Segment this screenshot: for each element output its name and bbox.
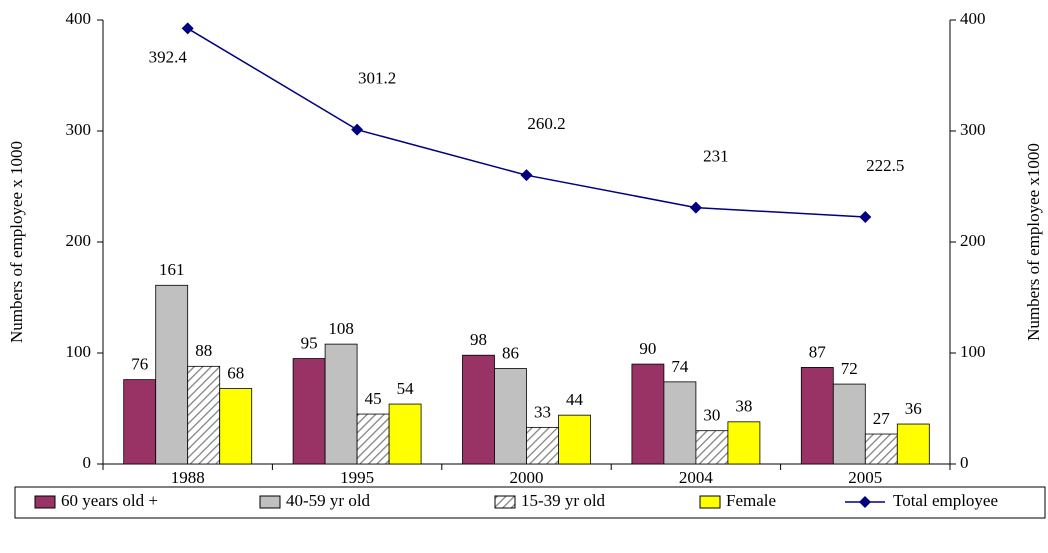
- line-marker: [351, 123, 364, 136]
- data-label: 95: [301, 333, 318, 352]
- data-label: 301.2: [358, 69, 396, 88]
- legend-box: [14, 486, 1046, 519]
- x-tick-label: 2000: [510, 468, 544, 487]
- x-tick-label: 1988: [171, 468, 205, 487]
- bar: [663, 381, 697, 465]
- data-label: 90: [639, 339, 656, 358]
- x-tick-label: 2005: [848, 468, 882, 487]
- data-label: 45: [365, 389, 382, 408]
- legend-label: Total employee: [893, 491, 998, 510]
- data-label: 27: [873, 409, 891, 428]
- line-marker: [859, 211, 872, 224]
- data-label: 68: [227, 363, 244, 382]
- bar: [123, 379, 157, 465]
- bar: [155, 284, 189, 465]
- bar: [864, 433, 898, 465]
- data-label: 392.4: [149, 47, 188, 66]
- y2-tick-label: 100: [960, 342, 986, 361]
- legend-swatch: [859, 496, 871, 508]
- bar: [896, 423, 930, 465]
- data-label: 222.5: [866, 156, 904, 175]
- y2-axis-label: Numbers of employee x1000: [1024, 143, 1043, 341]
- data-label: 88: [195, 341, 212, 360]
- legend-swatch: [699, 495, 721, 509]
- bar: [558, 414, 591, 465]
- data-label: 87: [809, 342, 827, 361]
- y-tick-label: 100: [66, 342, 92, 361]
- bar: [462, 354, 495, 465]
- y2-tick-label: 200: [960, 231, 986, 250]
- y2-tick-label: 0: [960, 453, 969, 472]
- line-marker: [520, 169, 533, 182]
- bar: [800, 367, 834, 465]
- legend-label: 15-39 yr old: [521, 491, 606, 510]
- bar: [388, 403, 422, 465]
- bar: [356, 413, 390, 465]
- data-label: 76: [131, 355, 148, 374]
- data-label: 30: [703, 406, 720, 425]
- bar: [292, 358, 326, 465]
- data-label: 231: [703, 146, 729, 165]
- bar: [494, 368, 527, 465]
- legend-label: Female: [726, 491, 776, 510]
- bar: [695, 430, 729, 465]
- y2-tick-label: 300: [960, 120, 986, 139]
- y-axis-label: Numbers of employee x 1000: [7, 141, 26, 343]
- legend-swatch: [259, 495, 281, 509]
- y-tick-label: 300: [66, 120, 92, 139]
- data-label: 98: [470, 330, 487, 349]
- data-label: 161: [159, 260, 185, 279]
- data-label: 74: [671, 357, 689, 376]
- legend-swatch: [34, 495, 56, 509]
- legend-swatch: [494, 495, 516, 509]
- legend-label: 60 years old +: [61, 491, 158, 510]
- y-tick-label: 200: [66, 231, 92, 250]
- line-marker: [689, 201, 702, 214]
- data-label: 38: [735, 397, 752, 416]
- data-label: 54: [397, 379, 415, 398]
- line-marker: [181, 22, 194, 35]
- bar: [526, 426, 559, 465]
- y2-tick-label: 400: [960, 9, 986, 28]
- y-tick-label: 0: [83, 453, 92, 472]
- bar: [631, 363, 665, 465]
- bar: [187, 365, 221, 465]
- bar: [832, 383, 866, 465]
- bar: [219, 388, 253, 465]
- data-label: 44: [566, 390, 584, 409]
- data-label: 72: [841, 359, 858, 378]
- bar: [324, 343, 358, 465]
- data-label: 36: [905, 399, 922, 418]
- y-tick-label: 400: [66, 9, 92, 28]
- data-label: 86: [502, 343, 519, 362]
- data-label: 108: [328, 319, 354, 338]
- bar: [727, 421, 761, 465]
- data-label: 260.2: [527, 114, 565, 133]
- legend-label: 40-59 yr old: [286, 491, 371, 510]
- x-tick-label: 2004: [679, 468, 714, 487]
- x-tick-label: 1995: [340, 468, 374, 487]
- data-label: 33: [534, 402, 551, 421]
